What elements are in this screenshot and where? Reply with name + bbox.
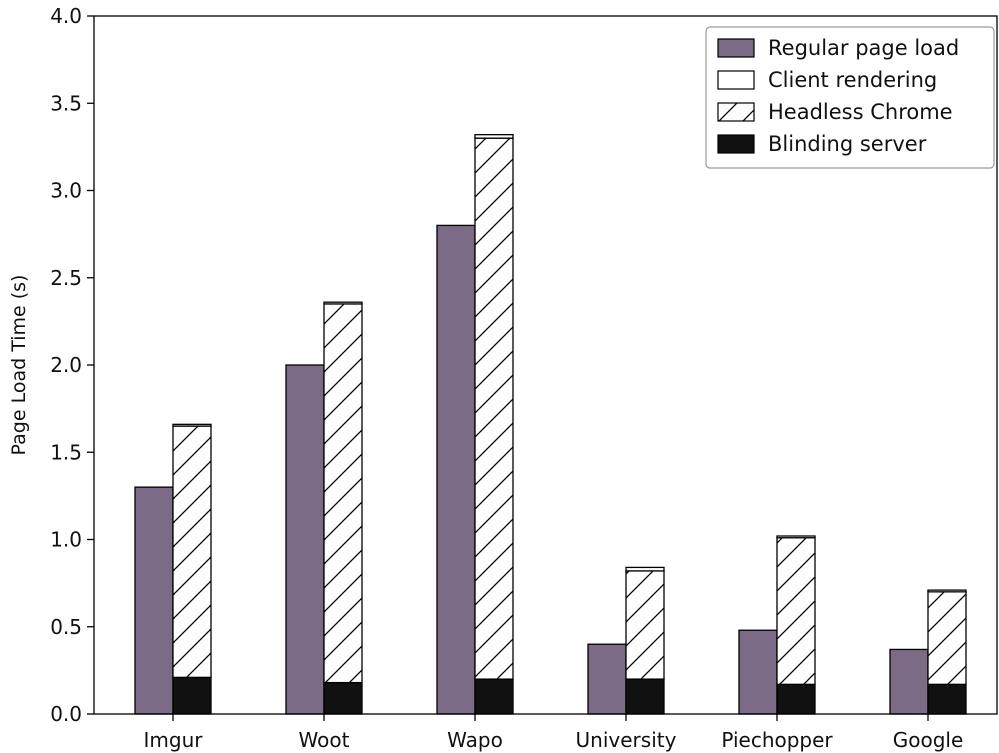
legend-label: Blinding server bbox=[768, 132, 927, 156]
y-tick-label: 0.0 bbox=[50, 702, 82, 726]
bar-headless-chrome bbox=[625, 570, 665, 680]
legend-swatch bbox=[717, 102, 755, 122]
legend-box bbox=[705, 26, 995, 169]
bar-blinding-server bbox=[323, 681, 363, 715]
legend-label: Client rendering bbox=[768, 68, 937, 92]
x-tick-label: Imgur bbox=[144, 728, 204, 752]
legend-swatch bbox=[717, 134, 755, 154]
bar-blinding-server bbox=[172, 676, 212, 715]
bar-regular-page-load bbox=[889, 648, 929, 715]
bar-client-rendering bbox=[927, 589, 967, 593]
y-tick-label: 3.5 bbox=[50, 91, 82, 115]
bar-headless-chrome bbox=[776, 537, 816, 685]
x-tick-label: Woot bbox=[299, 728, 350, 752]
y-tick-label: 3.0 bbox=[50, 179, 82, 203]
bar-blinding-server bbox=[927, 683, 967, 715]
y-tick-label: 2.0 bbox=[50, 353, 82, 377]
legend-swatch bbox=[717, 70, 755, 90]
y-axis-label: Page Load Time (s) bbox=[8, 275, 30, 456]
bar-regular-page-load bbox=[285, 364, 325, 715]
y-tick-label: 4.0 bbox=[50, 4, 82, 28]
bar-client-rendering bbox=[172, 423, 212, 427]
bar-regular-page-load bbox=[436, 224, 476, 715]
x-tick-label: Google bbox=[893, 728, 964, 752]
bar-client-rendering bbox=[776, 535, 816, 539]
y-axis: 0.0 0.5 1.0 1.5 2.0 2.5 3.0 3.5 4.0 bbox=[50, 4, 94, 726]
bar-blinding-server bbox=[776, 683, 816, 715]
x-tick-label: University bbox=[576, 728, 677, 752]
legend-swatch bbox=[717, 38, 755, 58]
legend-label: Regular page load bbox=[768, 36, 959, 60]
bar-blinding-server bbox=[625, 678, 665, 715]
bar-client-rendering bbox=[625, 566, 665, 572]
x-tick-label: Piechopper bbox=[721, 728, 833, 752]
bar-blinding-server bbox=[474, 678, 514, 715]
bar-regular-page-load bbox=[587, 643, 627, 715]
y-tick-label: 2.5 bbox=[50, 266, 82, 290]
bar-headless-chrome bbox=[323, 303, 363, 684]
y-tick-label: 1.5 bbox=[50, 440, 82, 464]
x-tick-label: Wapo bbox=[447, 728, 503, 752]
bar-regular-page-load bbox=[134, 486, 174, 715]
legend-label: Headless Chrome bbox=[768, 100, 953, 124]
bar-headless-chrome bbox=[474, 137, 514, 680]
y-tick-label: 1.0 bbox=[50, 528, 82, 552]
bar-headless-chrome bbox=[172, 425, 212, 679]
y-tick-label: 0.5 bbox=[50, 615, 82, 639]
bar-client-rendering bbox=[323, 301, 363, 305]
bar-regular-page-load bbox=[738, 629, 778, 715]
bar-headless-chrome bbox=[927, 591, 967, 685]
bars-layer bbox=[134, 134, 967, 715]
legend: Regular page load Client rendering Headles… bbox=[705, 26, 995, 169]
x-axis: Imgur Woot Wapo University Piechopper Google bbox=[144, 714, 964, 752]
bar-client-rendering bbox=[474, 134, 514, 139]
